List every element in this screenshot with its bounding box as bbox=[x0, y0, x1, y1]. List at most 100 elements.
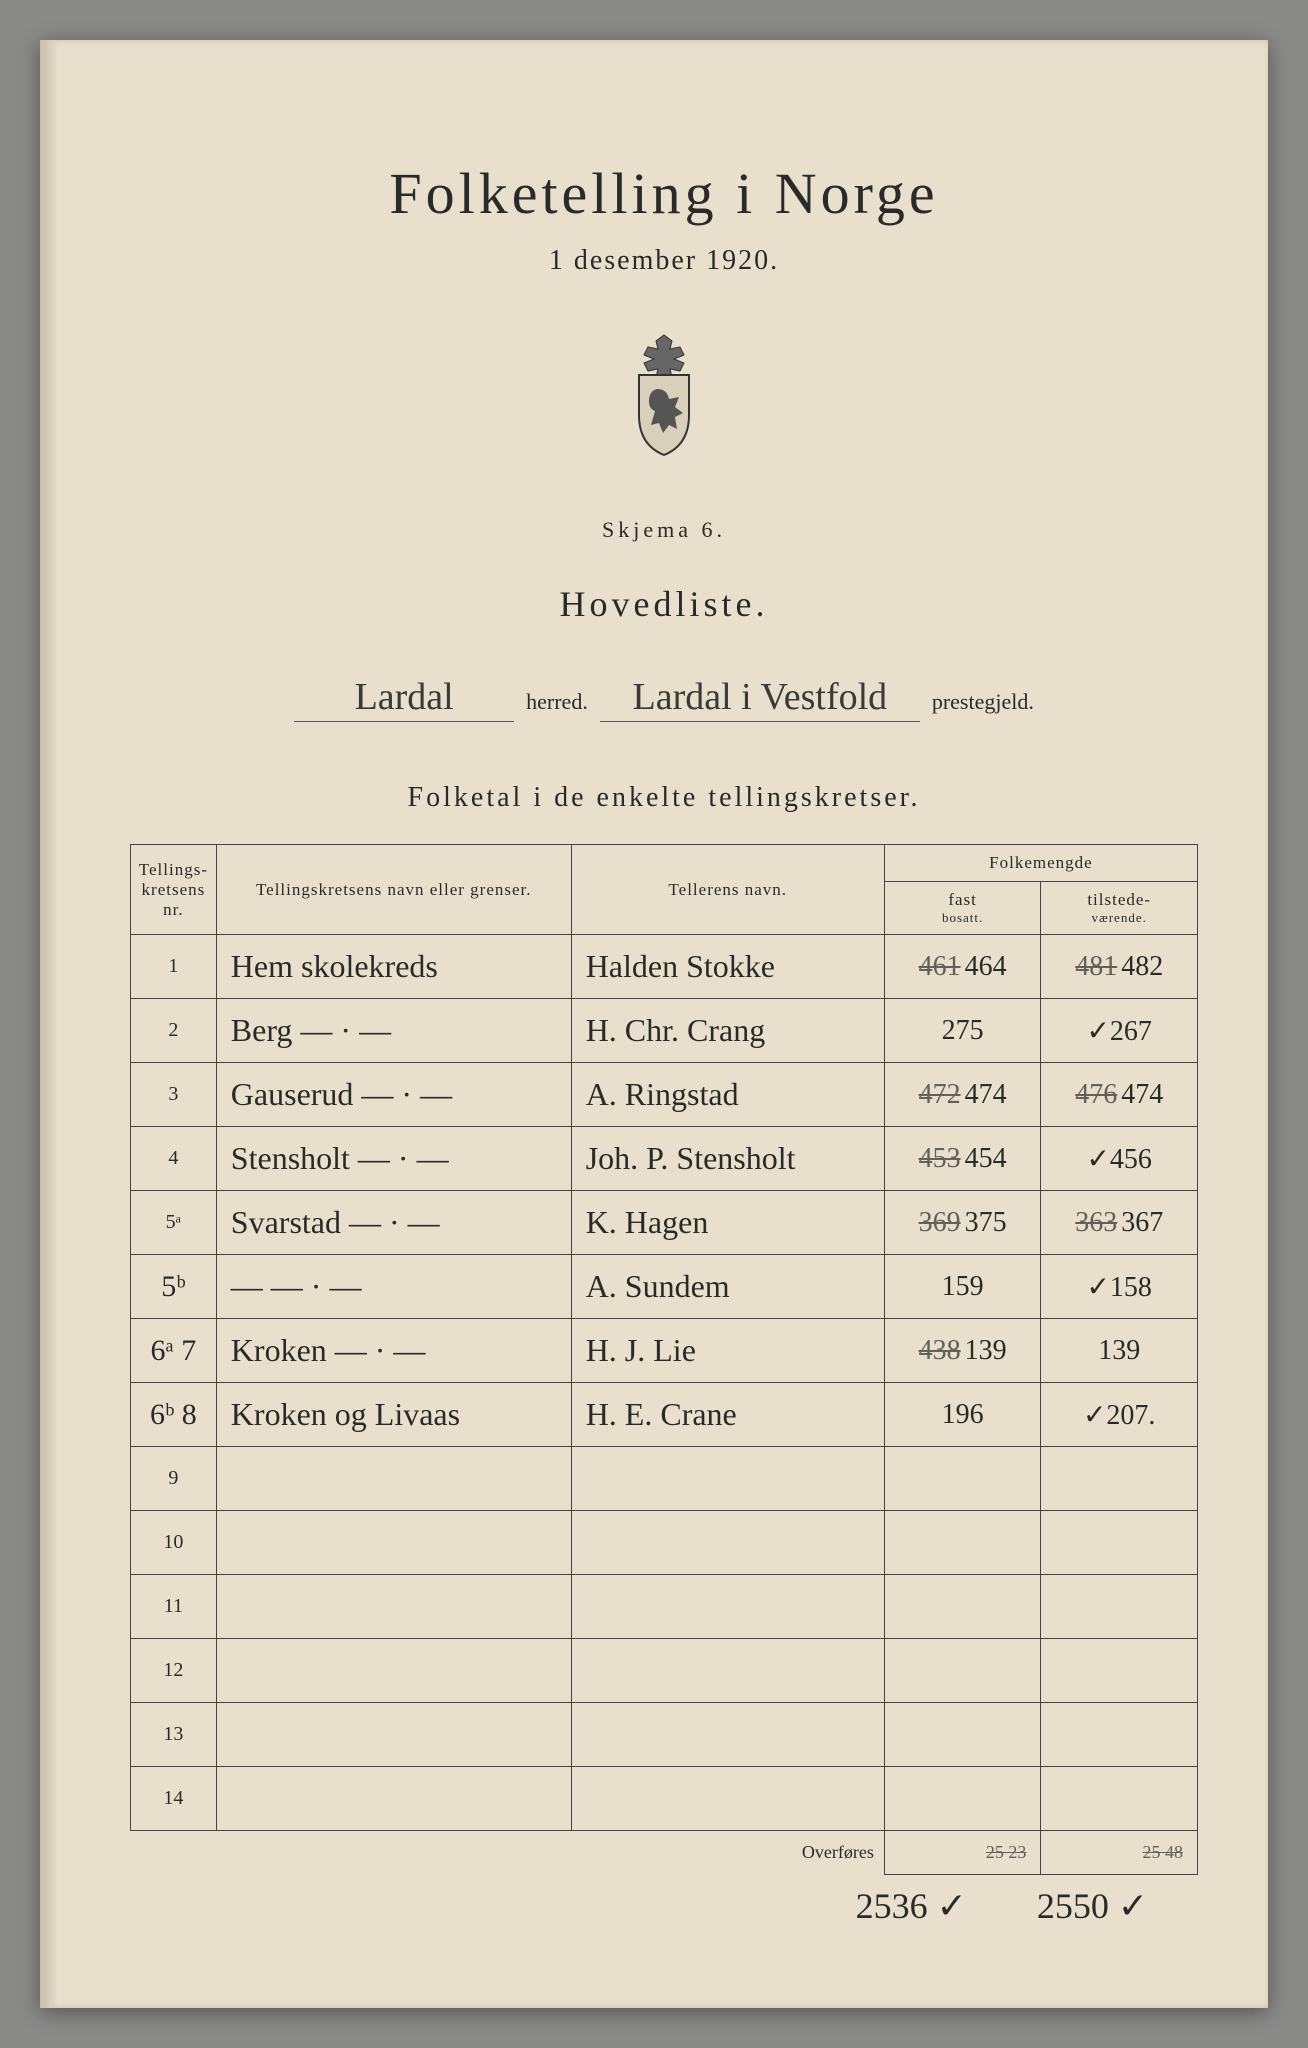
cell-krets-name bbox=[216, 1767, 571, 1831]
col-header-tilstede: tilstede- værende. bbox=[1041, 882, 1198, 935]
table-row: 12 bbox=[131, 1639, 1198, 1703]
totals-row: 2536 ✓ 2550 ✓ bbox=[130, 1885, 1198, 1927]
cell-teller-name: K. Hagen bbox=[571, 1191, 884, 1255]
cell-tilstede bbox=[1041, 1767, 1198, 1831]
cell-nr: 12 bbox=[131, 1639, 217, 1703]
cell-nr: 10 bbox=[131, 1511, 217, 1575]
table-header: Tellings-kretsens nr. Tellingskretsens n… bbox=[131, 845, 1198, 935]
cell-tilstede bbox=[1041, 1575, 1198, 1639]
overfores-fast: 25 23 bbox=[884, 1831, 1041, 1875]
cell-krets-name bbox=[216, 1447, 571, 1511]
cell-fast-bosatt bbox=[884, 1575, 1041, 1639]
cell-krets-name: Gauserud — · — bbox=[216, 1063, 571, 1127]
document-page: Folketelling i Norge 1 desember 1920. Sk… bbox=[40, 40, 1268, 2008]
cell-nr: 3 bbox=[131, 1063, 217, 1127]
table-row: 5ᵇ— — · —A. Sundem159✓158 bbox=[131, 1255, 1198, 1319]
cell-fast-bosatt: 275 bbox=[884, 999, 1041, 1063]
overfores-til: 25 48 bbox=[1041, 1831, 1198, 1875]
cell-tilstede: ✓207. bbox=[1041, 1383, 1198, 1447]
cell-fast-bosatt bbox=[884, 1703, 1041, 1767]
table-row: 3Gauserud — · —A. Ringstad472474476474 bbox=[131, 1063, 1198, 1127]
cell-nr: 14 bbox=[131, 1767, 217, 1831]
table-row: 13 bbox=[131, 1703, 1198, 1767]
table-row: 5ᵃSvarstad — · —K. Hagen369375363367 bbox=[131, 1191, 1198, 1255]
district-line: Lardal herred. Lardal i Vestfold presteg… bbox=[130, 675, 1198, 722]
cell-fast-bosatt bbox=[884, 1511, 1041, 1575]
page-title: Folketelling i Norge bbox=[130, 160, 1198, 227]
col-header-name: Tellingskretsens navn eller grenser. bbox=[216, 845, 571, 935]
table-row: 10 bbox=[131, 1511, 1198, 1575]
table-body: 1Hem skolekredsHalden Stokke461464481482… bbox=[131, 935, 1198, 1831]
table-row: 2Berg — · —H. Chr. Crang275✓267 bbox=[131, 999, 1198, 1063]
prestegjeld-label: prestegjeld. bbox=[932, 689, 1034, 715]
table-section-title: Folketal i de enkelte tellingskretser. bbox=[130, 782, 1198, 814]
cell-nr: 1 bbox=[131, 935, 217, 999]
cell-krets-name: — — · — bbox=[216, 1255, 571, 1319]
cell-krets-name bbox=[216, 1575, 571, 1639]
cell-teller-name: Joh. P. Stensholt bbox=[571, 1127, 884, 1191]
cell-teller-name: H. J. Lie bbox=[571, 1319, 884, 1383]
cell-fast-bosatt bbox=[884, 1639, 1041, 1703]
table-row: 11 bbox=[131, 1575, 1198, 1639]
cell-tilstede: 363367 bbox=[1041, 1191, 1198, 1255]
cell-tilstede: ✓456 bbox=[1041, 1127, 1198, 1191]
table-row: 4Stensholt — · —Joh. P. Stensholt453454✓… bbox=[131, 1127, 1198, 1191]
prestegjeld-value: Lardal i Vestfold bbox=[600, 675, 920, 722]
cell-teller-name: A. Sundem bbox=[571, 1255, 884, 1319]
total-til: 2550 ✓ bbox=[1037, 1885, 1148, 1927]
cell-tilstede: 481482 bbox=[1041, 935, 1198, 999]
cell-fast-bosatt bbox=[884, 1447, 1041, 1511]
document-header: Folketelling i Norge 1 desember 1920. Sk… bbox=[130, 160, 1198, 814]
cell-nr: 13 bbox=[131, 1703, 217, 1767]
table-row: 14 bbox=[131, 1767, 1198, 1831]
col-header-teller: Tellerens navn. bbox=[571, 845, 884, 935]
col-header-folkemengde: Folkemengde bbox=[884, 845, 1197, 882]
overfores-row: Overføres 25 23 25 48 bbox=[131, 1831, 1198, 1875]
cell-teller-name bbox=[571, 1703, 884, 1767]
cell-fast-bosatt: 461464 bbox=[884, 935, 1041, 999]
cell-fast-bosatt: 159 bbox=[884, 1255, 1041, 1319]
cell-nr: 6ᵇ 8 bbox=[131, 1383, 217, 1447]
coat-of-arms-icon bbox=[609, 327, 719, 467]
table-row: 6ᵇ 8Kroken og LivaasH. E. Crane196✓207. bbox=[131, 1383, 1198, 1447]
total-fast: 2536 ✓ bbox=[856, 1885, 967, 1927]
cell-fast-bosatt bbox=[884, 1767, 1041, 1831]
cell-teller-name: Halden Stokke bbox=[571, 935, 884, 999]
cell-teller-name bbox=[571, 1767, 884, 1831]
cell-teller-name: H. Chr. Crang bbox=[571, 999, 884, 1063]
cell-nr: 11 bbox=[131, 1575, 217, 1639]
herred-label: herred. bbox=[526, 689, 588, 715]
cell-krets-name: Kroken — · — bbox=[216, 1319, 571, 1383]
col-header-nr: Tellings-kretsens nr. bbox=[131, 845, 217, 935]
cell-tilstede bbox=[1041, 1447, 1198, 1511]
cell-teller-name bbox=[571, 1639, 884, 1703]
cell-teller-name: A. Ringstad bbox=[571, 1063, 884, 1127]
form-title: Hovedliste. bbox=[130, 583, 1198, 625]
census-table: Tellings-kretsens nr. Tellingskretsens n… bbox=[130, 844, 1198, 1875]
cell-fast-bosatt: 438139 bbox=[884, 1319, 1041, 1383]
cell-nr: 4 bbox=[131, 1127, 217, 1191]
cell-teller-name bbox=[571, 1447, 884, 1511]
cell-tilstede bbox=[1041, 1639, 1198, 1703]
cell-krets-name bbox=[216, 1703, 571, 1767]
cell-nr: 5ᵇ bbox=[131, 1255, 217, 1319]
table-row: 1Hem skolekredsHalden Stokke461464481482 bbox=[131, 935, 1198, 999]
col-header-fast: fast bosatt. bbox=[884, 882, 1041, 935]
table-row: 9 bbox=[131, 1447, 1198, 1511]
cell-nr: 2 bbox=[131, 999, 217, 1063]
table-row: 6ᵃ 7Kroken — · —H. J. Lie438139139 bbox=[131, 1319, 1198, 1383]
cell-fast-bosatt: 453454 bbox=[884, 1127, 1041, 1191]
cell-tilstede: 476474 bbox=[1041, 1063, 1198, 1127]
cell-fast-bosatt: 196 bbox=[884, 1383, 1041, 1447]
cell-krets-name bbox=[216, 1511, 571, 1575]
cell-tilstede: 139 bbox=[1041, 1319, 1198, 1383]
cell-teller-name bbox=[571, 1575, 884, 1639]
cell-krets-name bbox=[216, 1639, 571, 1703]
herred-value: Lardal bbox=[294, 675, 514, 722]
cell-fast-bosatt: 369375 bbox=[884, 1191, 1041, 1255]
cell-krets-name: Berg — · — bbox=[216, 999, 571, 1063]
cell-tilstede bbox=[1041, 1511, 1198, 1575]
cell-fast-bosatt: 472474 bbox=[884, 1063, 1041, 1127]
overfores-label: Overføres bbox=[131, 1831, 885, 1875]
cell-tilstede: ✓267 bbox=[1041, 999, 1198, 1063]
